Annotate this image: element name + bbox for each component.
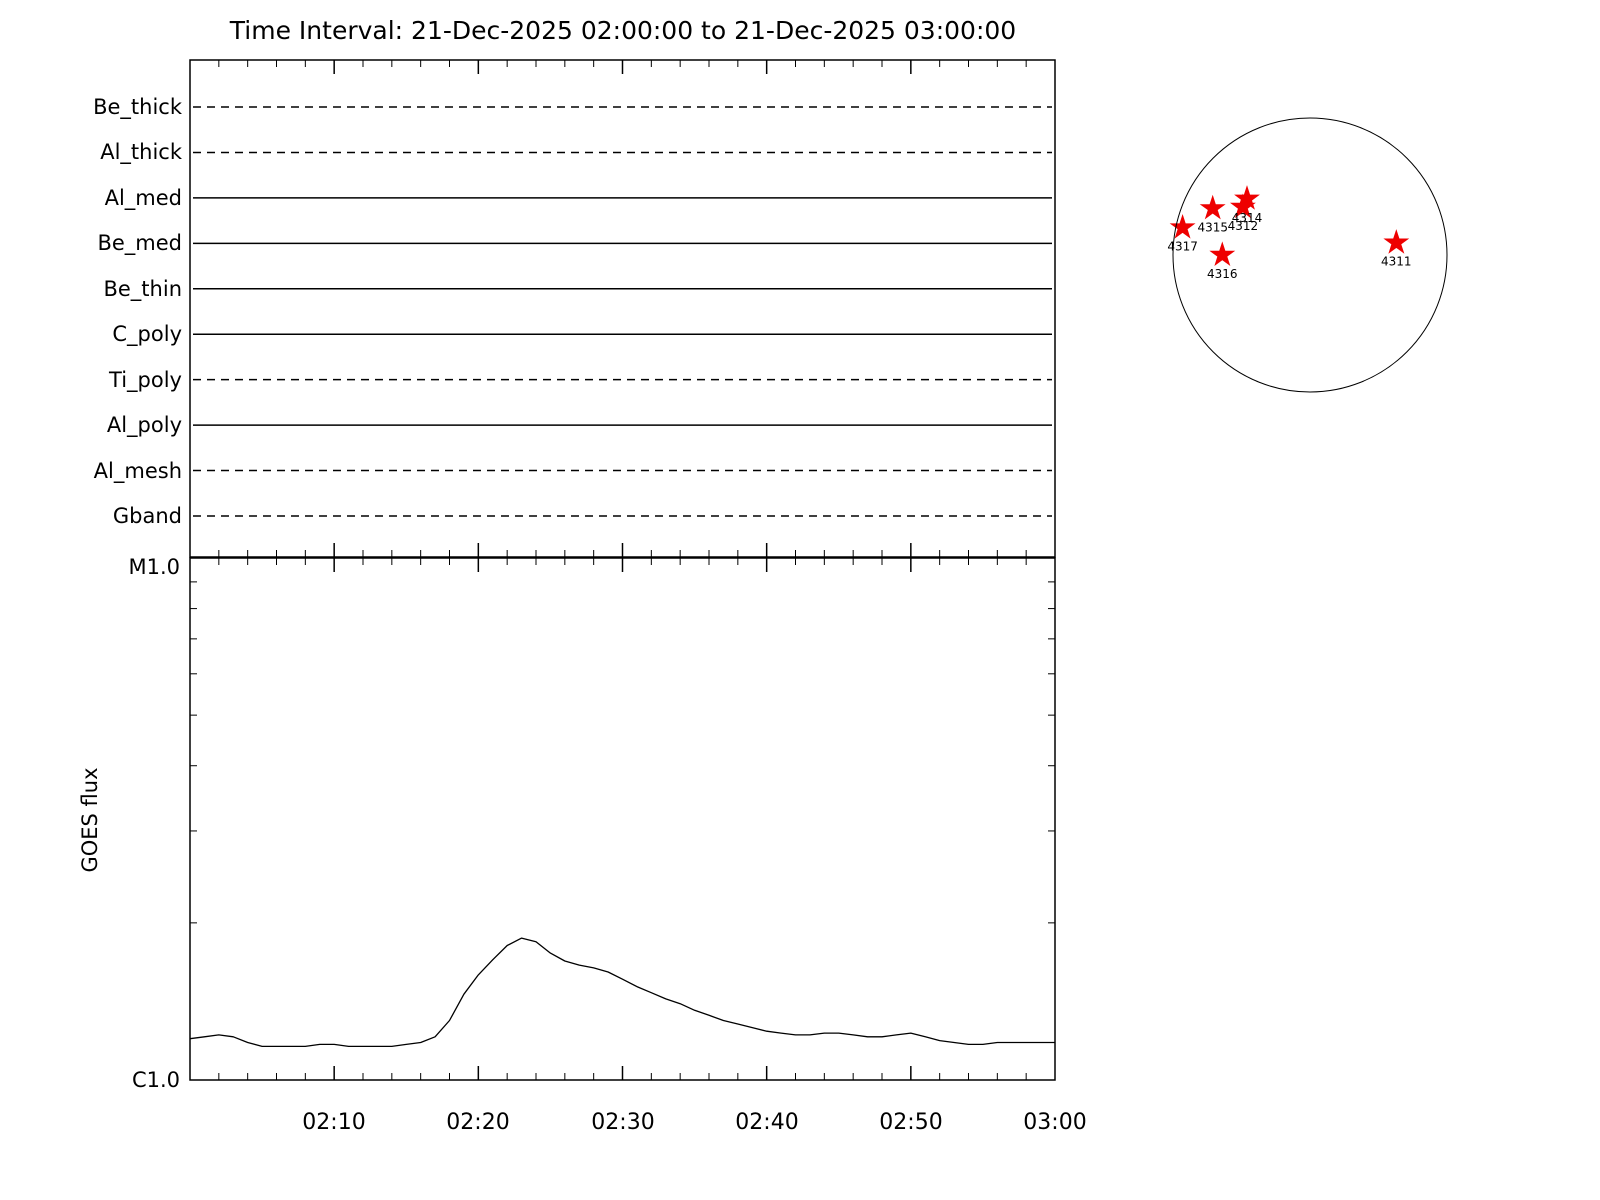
x-tick-label-0240: 02:40 — [735, 1110, 798, 1135]
filter-label-be-med: Be_med — [97, 231, 182, 256]
filter-panel-border — [189, 59, 1056, 558]
region-label-4317: 4317 — [1167, 240, 1198, 254]
region-star-4316 — [1209, 241, 1236, 266]
region-star-4314 — [1234, 185, 1260, 210]
goes-panel-border — [189, 557, 1056, 1081]
filter-label-be-thick: Be_thick — [93, 95, 183, 120]
region-star-4315 — [1199, 194, 1226, 220]
x-tick-label-0300: 03:00 — [1023, 1110, 1086, 1135]
filter-label-c-poly: C_poly — [112, 322, 182, 347]
region-label-4311: 4311 — [1381, 255, 1412, 269]
region-star-4311 — [1383, 229, 1410, 254]
region-label-4316: 4316 — [1207, 267, 1238, 281]
region-label-4314: 4314 — [1232, 211, 1263, 225]
chart-title: Time Interval: 21-Dec-2025 02:00:00 to 2… — [229, 16, 1017, 45]
y-axis-bottom-label: C1.0 — [132, 1068, 180, 1092]
filter-label-al-poly: Al_poly — [107, 413, 182, 438]
solar-disk — [1172, 117, 1448, 393]
filter-label-gband: Gband — [113, 504, 182, 528]
goes-flux-curve — [189, 937, 1055, 1048]
x-tick-label-0210: 02:10 — [302, 1110, 365, 1135]
x-tick-label-0220: 02:20 — [446, 1110, 509, 1135]
region-star-4317 — [1169, 213, 1196, 239]
region-label-4315: 4315 — [1197, 220, 1228, 234]
x-tick-label-0250: 02:50 — [879, 1110, 942, 1135]
filter-label-be-thin: Be_thin — [103, 277, 182, 302]
filter-label-al-med: Al_med — [105, 186, 182, 211]
x-tick-label-0230: 02:30 — [591, 1110, 654, 1135]
region-label-4312: 4312 — [1228, 219, 1259, 233]
filter-label-ti-poly: Ti_poly — [108, 368, 182, 393]
filter-label-al-thick: Al_thick — [100, 140, 183, 165]
filter-label-al-mesh: Al_mesh — [94, 459, 182, 484]
goes-flux-axis-label: GOES flux — [78, 767, 102, 873]
y-axis-top-label: M1.0 — [128, 555, 180, 579]
